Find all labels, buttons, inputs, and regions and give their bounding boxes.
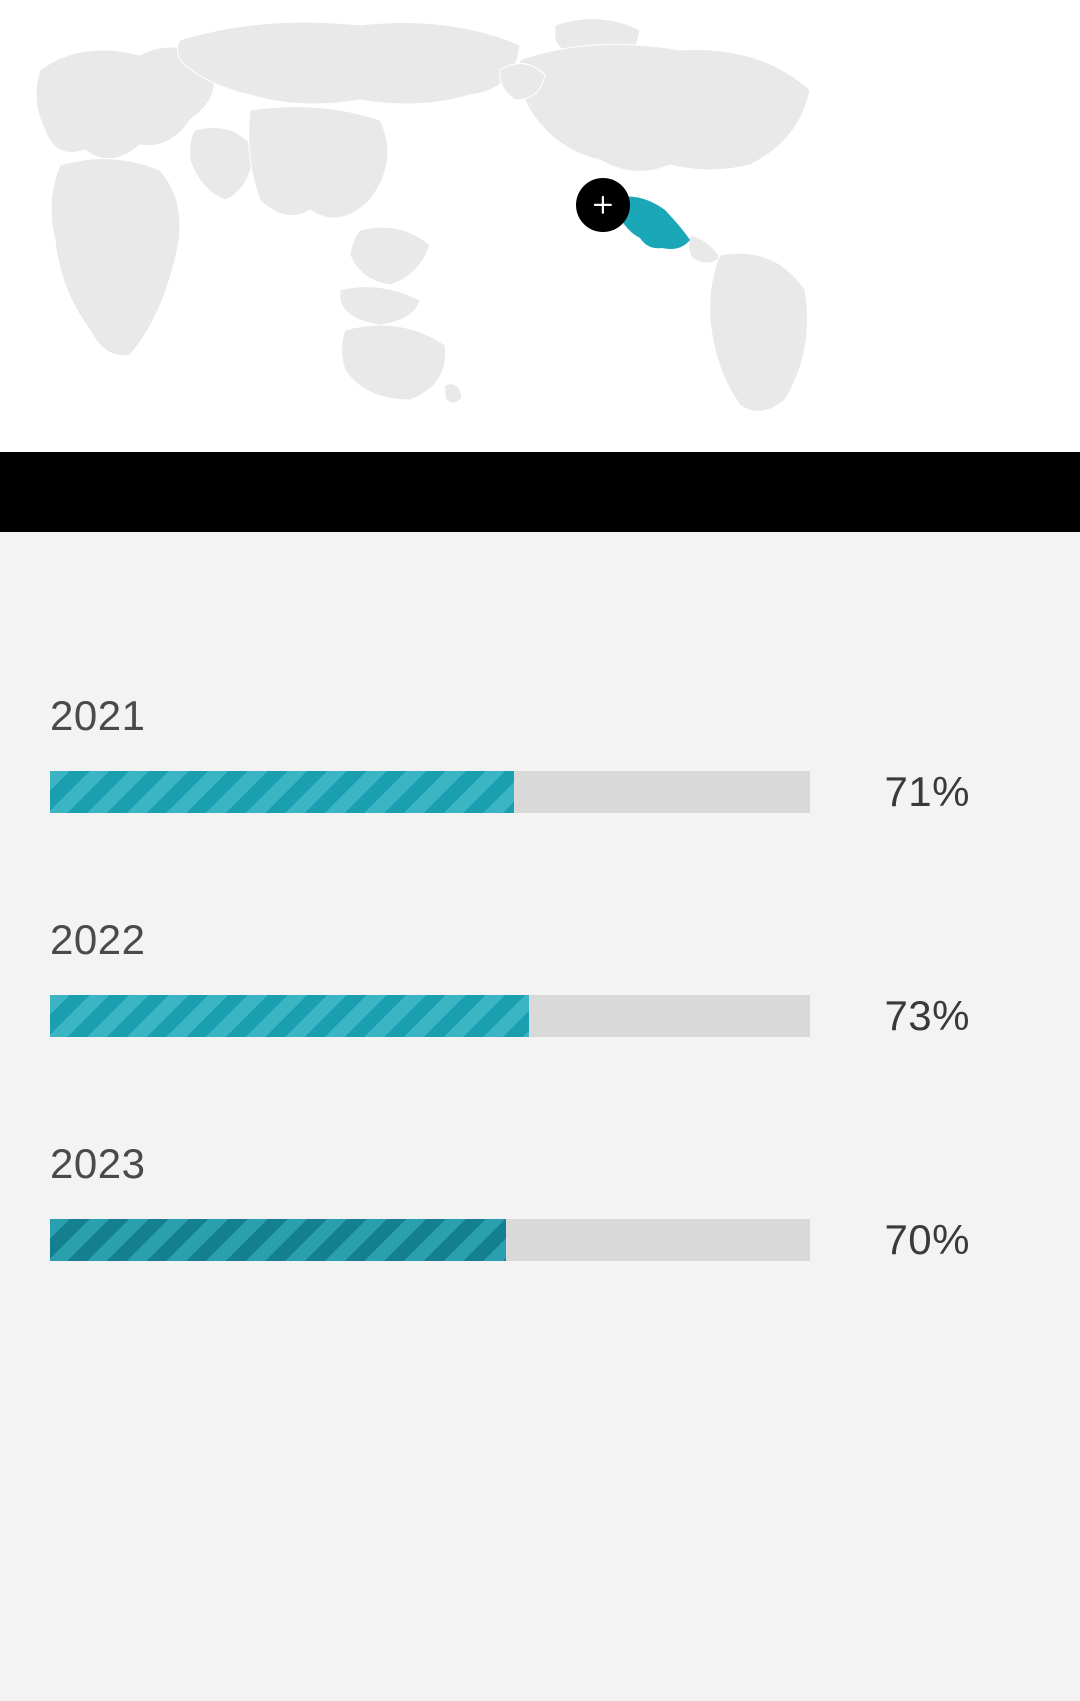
bar-row: 2023 70% bbox=[50, 1140, 1030, 1264]
world-map bbox=[0, 0, 1080, 452]
year-label: 2021 bbox=[50, 692, 1030, 740]
bar-fill bbox=[50, 995, 529, 1037]
bar-line: 71% bbox=[50, 768, 1030, 816]
percent-label: 71% bbox=[850, 768, 970, 816]
plus-icon bbox=[591, 193, 615, 217]
map-plus-button[interactable] bbox=[576, 178, 630, 232]
bar-fill bbox=[50, 771, 514, 813]
bar-row: 2021 71% bbox=[50, 692, 1030, 816]
bar-chart-panel: 2021 71% 2022 73% 2023 70% bbox=[0, 532, 1080, 1701]
bar-row: 2022 73% bbox=[50, 916, 1030, 1040]
bar-line: 70% bbox=[50, 1216, 1030, 1264]
bar-track bbox=[50, 1219, 810, 1261]
percent-label: 73% bbox=[850, 992, 970, 1040]
bar-fill bbox=[50, 1219, 506, 1261]
bar-track bbox=[50, 771, 810, 813]
section-divider-band bbox=[0, 452, 1080, 532]
map-panel bbox=[0, 0, 1080, 452]
year-label: 2023 bbox=[50, 1140, 1030, 1188]
bar-track bbox=[50, 995, 810, 1037]
bar-line: 73% bbox=[50, 992, 1030, 1040]
year-label: 2022 bbox=[50, 916, 1030, 964]
percent-label: 70% bbox=[850, 1216, 970, 1264]
page: 2021 71% 2022 73% 2023 70% bbox=[0, 0, 1080, 1701]
